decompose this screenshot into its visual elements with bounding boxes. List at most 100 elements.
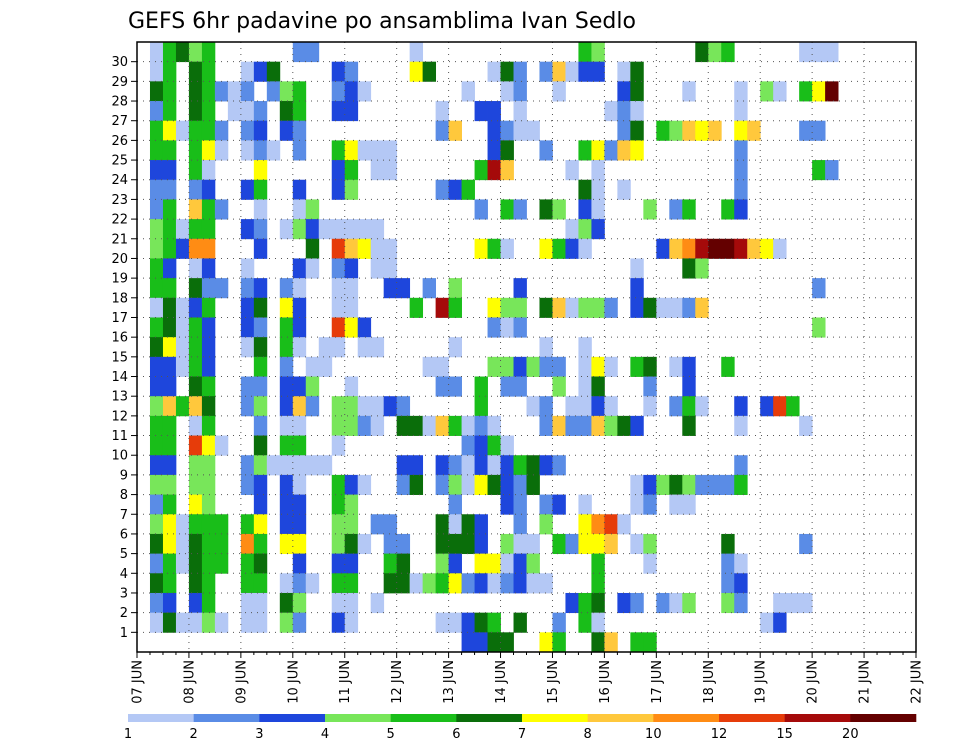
heatmap-cell xyxy=(734,553,748,574)
heatmap-cell xyxy=(669,592,683,614)
heatmap-cell xyxy=(409,297,424,318)
heatmap-cell xyxy=(474,160,488,181)
heatmap-cell xyxy=(240,376,255,397)
heatmap-cell xyxy=(721,238,735,259)
heatmap-cell xyxy=(461,474,475,495)
heatmap-cell xyxy=(344,612,359,633)
heatmap-cell xyxy=(162,317,177,338)
heatmap-cell xyxy=(201,553,216,574)
heatmap-cell xyxy=(708,42,722,63)
heatmap-cell xyxy=(591,415,605,436)
heatmap-cell xyxy=(162,612,177,633)
heatmap-cell xyxy=(656,238,670,259)
heatmap-cell xyxy=(773,396,787,417)
heatmap-cell xyxy=(318,455,333,476)
heatmap-cell xyxy=(344,396,359,417)
heatmap-cell xyxy=(812,81,826,102)
heatmap-cell xyxy=(162,514,177,535)
heatmap-cell xyxy=(149,573,164,594)
heatmap-cell xyxy=(149,238,164,259)
y-tick-label: 18 xyxy=(111,291,128,306)
heatmap-cell xyxy=(305,199,320,220)
heatmap-cell xyxy=(760,81,774,102)
heatmap-cell xyxy=(539,61,553,82)
heatmap-cell xyxy=(292,42,307,63)
heatmap-cell xyxy=(474,376,488,397)
heatmap-cell xyxy=(188,494,203,515)
y-tick-label: 17 xyxy=(111,311,128,326)
heatmap-cell xyxy=(448,179,462,200)
x-tick-label: 10 JUN xyxy=(286,660,301,704)
heatmap-cell xyxy=(227,101,242,122)
heatmap-cell xyxy=(591,533,605,555)
heatmap-cell xyxy=(435,120,449,141)
heatmap-cell xyxy=(201,435,216,456)
heatmap-cell xyxy=(474,101,488,122)
heatmap-cell xyxy=(591,553,605,574)
heatmap-cell xyxy=(448,533,462,555)
y-tick-label: 5 xyxy=(120,547,128,562)
heatmap-cell xyxy=(734,101,748,122)
heatmap-cell xyxy=(812,42,826,63)
heatmap-cell xyxy=(500,238,514,259)
heatmap-cell xyxy=(253,494,268,515)
heatmap-cell xyxy=(214,533,229,555)
heatmap-cell xyxy=(188,376,203,397)
heatmap-cell xyxy=(500,120,514,141)
heatmap-cell xyxy=(487,120,501,141)
heatmap-cell xyxy=(565,61,579,82)
heatmap-cell xyxy=(331,553,346,574)
heatmap-cell xyxy=(448,297,462,318)
heatmap-cell xyxy=(357,337,372,358)
y-axis: 1234567891011121314151617181920212223242… xyxy=(111,55,137,641)
heatmap-cell xyxy=(292,592,307,614)
heatmap-cell xyxy=(526,573,540,594)
heatmap-cell xyxy=(305,573,320,594)
heatmap-cell xyxy=(565,297,579,318)
heatmap-cell xyxy=(539,238,553,259)
heatmap-cell xyxy=(344,238,359,259)
heatmap-cell xyxy=(617,179,631,200)
heatmap-cell xyxy=(318,337,333,358)
heatmap-cell xyxy=(344,297,359,318)
heatmap-cell xyxy=(578,612,592,633)
heatmap-cell xyxy=(149,337,164,358)
heatmap-cell xyxy=(279,514,294,535)
heatmap-cell xyxy=(539,632,553,653)
heatmap-cell xyxy=(669,474,683,495)
heatmap-cell xyxy=(227,81,242,102)
heatmap-cell xyxy=(669,297,683,318)
heatmap-cell xyxy=(344,179,359,200)
heatmap-cell xyxy=(591,297,605,318)
heatmap-cell xyxy=(500,160,514,181)
heatmap-cell xyxy=(552,612,566,633)
heatmap-cell xyxy=(487,632,501,653)
heatmap-cell xyxy=(292,317,307,338)
heatmap-cell xyxy=(630,278,644,299)
heatmap-cell xyxy=(461,179,475,200)
heatmap-cell xyxy=(188,533,203,555)
heatmap-cell xyxy=(162,474,177,495)
heatmap-cell xyxy=(448,612,462,633)
heatmap-cell xyxy=(201,612,216,633)
heatmap-cell xyxy=(734,160,748,181)
heatmap-cell xyxy=(734,238,748,259)
heatmap-cell xyxy=(292,435,307,456)
heatmap-cell xyxy=(240,514,255,535)
x-tick-label: 18 JUN xyxy=(702,660,717,704)
y-tick-label: 26 xyxy=(111,134,128,149)
heatmap-cell xyxy=(448,278,462,299)
y-tick-label: 22 xyxy=(111,213,128,228)
heatmap-cell xyxy=(539,199,553,220)
heatmap-cell xyxy=(591,42,605,63)
heatmap-cell xyxy=(435,533,449,555)
heatmap-cell xyxy=(461,533,475,555)
heatmap-cell xyxy=(162,278,177,299)
heatmap-cell xyxy=(591,140,605,161)
heatmap-cell xyxy=(188,553,203,574)
heatmap-cell xyxy=(630,297,644,318)
heatmap-cell xyxy=(253,297,268,318)
heatmap-cell xyxy=(370,514,385,535)
heatmap-cell xyxy=(513,376,527,397)
